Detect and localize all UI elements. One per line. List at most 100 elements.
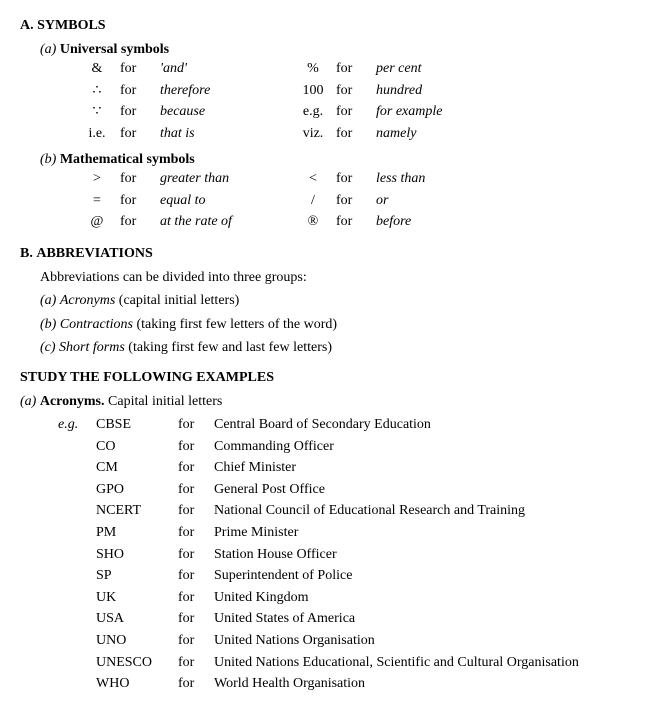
symbol: & bbox=[80, 59, 120, 81]
acronym-table: e.g.CBSEforCentral Board of Secondary Ed… bbox=[58, 415, 585, 696]
table-row: >forgreater than<forless than bbox=[80, 169, 431, 191]
math-letter: (b) bbox=[40, 152, 56, 167]
full-form: World Health Organisation bbox=[214, 674, 585, 696]
table-row: SPforSuperintendent of Police bbox=[58, 566, 585, 588]
table-row: UNOforUnited Nations Organisation bbox=[58, 631, 585, 653]
for-label: for bbox=[336, 124, 376, 146]
table-row: ∵forbecausee.g.forfor example bbox=[80, 102, 448, 124]
for-label: for bbox=[178, 545, 214, 567]
symbol: < bbox=[296, 169, 336, 191]
for-label: for bbox=[120, 81, 160, 103]
full-form: United States of America bbox=[214, 609, 585, 631]
for-label: for bbox=[120, 212, 160, 234]
eg-label bbox=[58, 653, 96, 675]
for-label: for bbox=[336, 191, 376, 213]
section-b-letter: B. bbox=[20, 246, 33, 261]
for-label: for bbox=[178, 480, 214, 502]
for-label: for bbox=[120, 191, 160, 213]
symbol: ® bbox=[296, 212, 336, 234]
acronym: UK bbox=[96, 588, 178, 610]
section-b: B. ABBREVIATIONS Abbreviations can be di… bbox=[20, 244, 629, 358]
abbrev-list: (a) Acronyms (capital initial letters) (b… bbox=[40, 291, 629, 358]
acronym: UNO bbox=[96, 631, 178, 653]
study-sub-letter: (a) bbox=[20, 394, 36, 409]
for-label: for bbox=[178, 609, 214, 631]
full-form: General Post Office bbox=[214, 480, 585, 502]
meaning: hundred bbox=[376, 81, 448, 103]
table-row: NCERTforNational Council of Educational … bbox=[58, 501, 585, 523]
for-label: for bbox=[120, 124, 160, 146]
eg-label bbox=[58, 480, 96, 502]
universal-table: &for'and'%forper cent∴fortherefore100for… bbox=[80, 59, 448, 145]
for-label: for bbox=[120, 169, 160, 191]
acronym: CM bbox=[96, 458, 178, 480]
item-name: Short forms bbox=[59, 340, 125, 355]
math-heading: (b) Mathematical symbols bbox=[40, 150, 629, 170]
eg-label bbox=[58, 458, 96, 480]
meaning: before bbox=[376, 212, 431, 234]
table-row: i.e.forthat isviz.fornamely bbox=[80, 124, 448, 146]
for-label: for bbox=[336, 212, 376, 234]
for-label: for bbox=[178, 674, 214, 696]
universal-title: Universal symbols bbox=[60, 42, 169, 57]
section-b-heading: B. ABBREVIATIONS bbox=[20, 244, 629, 264]
meaning: at the rate of bbox=[160, 212, 296, 234]
meaning: or bbox=[376, 191, 431, 213]
study-title: STUDY THE FOLLOWING EXAMPLES bbox=[20, 368, 629, 388]
full-form: United Nations Organisation bbox=[214, 631, 585, 653]
eg-label bbox=[58, 609, 96, 631]
list-item: (c) Short forms (taking first few and la… bbox=[40, 338, 629, 358]
acronym: GPO bbox=[96, 480, 178, 502]
section-b-title: ABBREVIATIONS bbox=[36, 246, 152, 261]
section-a-heading: A. SYMBOLS bbox=[20, 16, 629, 36]
table-row: UKforUnited Kingdom bbox=[58, 588, 585, 610]
acronym: CBSE bbox=[96, 415, 178, 437]
table-row: ∴fortherefore100forhundred bbox=[80, 81, 448, 103]
item-note: (capital initial letters) bbox=[119, 293, 240, 308]
universal-letter: (a) bbox=[40, 42, 56, 57]
symbol: @ bbox=[80, 212, 120, 234]
eg-label bbox=[58, 545, 96, 567]
meaning: therefore bbox=[160, 81, 296, 103]
for-label: for bbox=[178, 501, 214, 523]
table-row: COforCommanding Officer bbox=[58, 437, 585, 459]
table-row: @forat the rate of®forbefore bbox=[80, 212, 431, 234]
item-note: (taking first few letters of the word) bbox=[136, 317, 337, 332]
table-row: SHOforStation House Officer bbox=[58, 545, 585, 567]
full-form: Chief Minister bbox=[214, 458, 585, 480]
abbrev-intro: Abbreviations can be divided into three … bbox=[40, 268, 629, 288]
for-label: for bbox=[178, 588, 214, 610]
acronym: NCERT bbox=[96, 501, 178, 523]
study-sub-name: Acronyms. bbox=[40, 394, 105, 409]
symbol: e.g. bbox=[296, 102, 336, 124]
full-form: Superintendent of Police bbox=[214, 566, 585, 588]
section-a-letter: A. bbox=[20, 18, 34, 33]
full-form: National Council of Educational Research… bbox=[214, 501, 585, 523]
for-label: for bbox=[336, 102, 376, 124]
meaning: less than bbox=[376, 169, 431, 191]
full-form: United Kingdom bbox=[214, 588, 585, 610]
eg-label bbox=[58, 566, 96, 588]
item-letter: (c) bbox=[40, 340, 56, 355]
meaning: because bbox=[160, 102, 296, 124]
eg-label bbox=[58, 437, 96, 459]
for-label: for bbox=[336, 59, 376, 81]
study-sub-heading: (a) Acronyms. Capital initial letters bbox=[20, 392, 629, 412]
for-label: for bbox=[178, 458, 214, 480]
table-row: CMforChief Minister bbox=[58, 458, 585, 480]
item-letter: (b) bbox=[40, 317, 56, 332]
table-row: USAforUnited States of America bbox=[58, 609, 585, 631]
eg-label bbox=[58, 501, 96, 523]
acronym: SHO bbox=[96, 545, 178, 567]
meaning: per cent bbox=[376, 59, 448, 81]
meaning: equal to bbox=[160, 191, 296, 213]
eg-label: e.g. bbox=[58, 415, 96, 437]
meaning: 'and' bbox=[160, 59, 296, 81]
symbol: / bbox=[296, 191, 336, 213]
acronym: WHO bbox=[96, 674, 178, 696]
list-item: (a) Acronyms (capital initial letters) bbox=[40, 291, 629, 311]
eg-label bbox=[58, 523, 96, 545]
full-form: Station House Officer bbox=[214, 545, 585, 567]
for-label: for bbox=[178, 653, 214, 675]
section-a-title: SYMBOLS bbox=[37, 18, 105, 33]
